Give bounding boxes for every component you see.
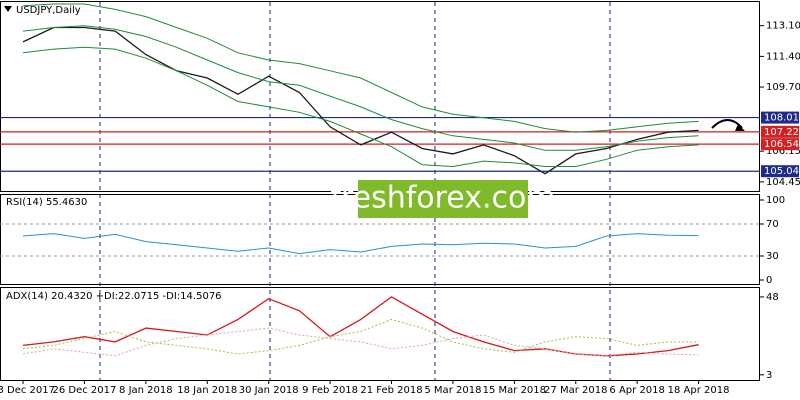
y-tick-label: 109.70: [766, 82, 800, 93]
level-label: 105.04: [764, 166, 799, 177]
level-label: 107.22: [764, 127, 799, 138]
y-tick-label: 70: [766, 219, 779, 230]
series-line: [22, 327, 699, 357]
panel-title: RSI(14) 55.4630: [6, 197, 87, 208]
panel-title: USDJPY,Daily: [16, 5, 81, 16]
x-tick-label: 26 Dec 2017: [52, 385, 116, 396]
series-line: [22, 46, 699, 168]
x-tick-label: 5 Mar 2018: [424, 385, 481, 396]
y-tick-label: 111.40: [766, 51, 800, 62]
series-line: [22, 26, 699, 175]
y-tick-label: 0: [766, 275, 772, 286]
y-tick-label: 106.15: [766, 146, 800, 157]
x-tick-label: 18 Apr 2018: [668, 385, 730, 396]
level-label-box: [761, 165, 799, 178]
symbol-marker: [4, 6, 12, 12]
period-separators: [99, 2, 611, 380]
x-tick-label: 30 Jan 2018: [239, 385, 299, 396]
x-tick-label: 15 Mar 2018: [483, 385, 546, 396]
watermark-box: [358, 180, 528, 218]
watermark: freshforex.com: [330, 181, 555, 216]
x-tick-label: 21 Feb 2018: [360, 385, 422, 396]
x-tick-label: 18 Jan 2018: [177, 385, 237, 396]
x-tick-label: 6 Apr 2018: [609, 385, 664, 396]
x-tick-label: 27 Mar 2018: [544, 385, 607, 396]
y-tick-label: 30: [766, 251, 779, 262]
level-label: 106.54: [764, 139, 799, 150]
y-tick-label: 104.45: [766, 177, 800, 188]
level-label-box: [761, 125, 799, 138]
x-tick-label: 8 Jan 2018: [119, 385, 173, 396]
series-line: [22, 318, 699, 355]
series-line: [22, 3, 699, 133]
level-label: 108.01: [764, 113, 799, 124]
x-tick-label: 9 Feb 2018: [302, 385, 358, 396]
level-label-box: [761, 111, 799, 124]
series-line: [22, 25, 699, 151]
panel-title: ADX(14) 20.4320 +DI:22.0715 -DI:14.5076: [6, 291, 222, 302]
level-label-box: [761, 138, 799, 151]
x-tick-label: 13 Dec 2017: [0, 385, 55, 396]
y-tick-label: 113.10: [766, 21, 800, 32]
y-tick-label: 100: [766, 195, 785, 206]
y-tick-label: 48: [766, 292, 779, 303]
forecast-arrowhead: [735, 124, 745, 131]
series-line: [22, 233, 699, 255]
y-tick-label: 3: [766, 370, 772, 381]
adx-frame: [0, 287, 760, 381]
